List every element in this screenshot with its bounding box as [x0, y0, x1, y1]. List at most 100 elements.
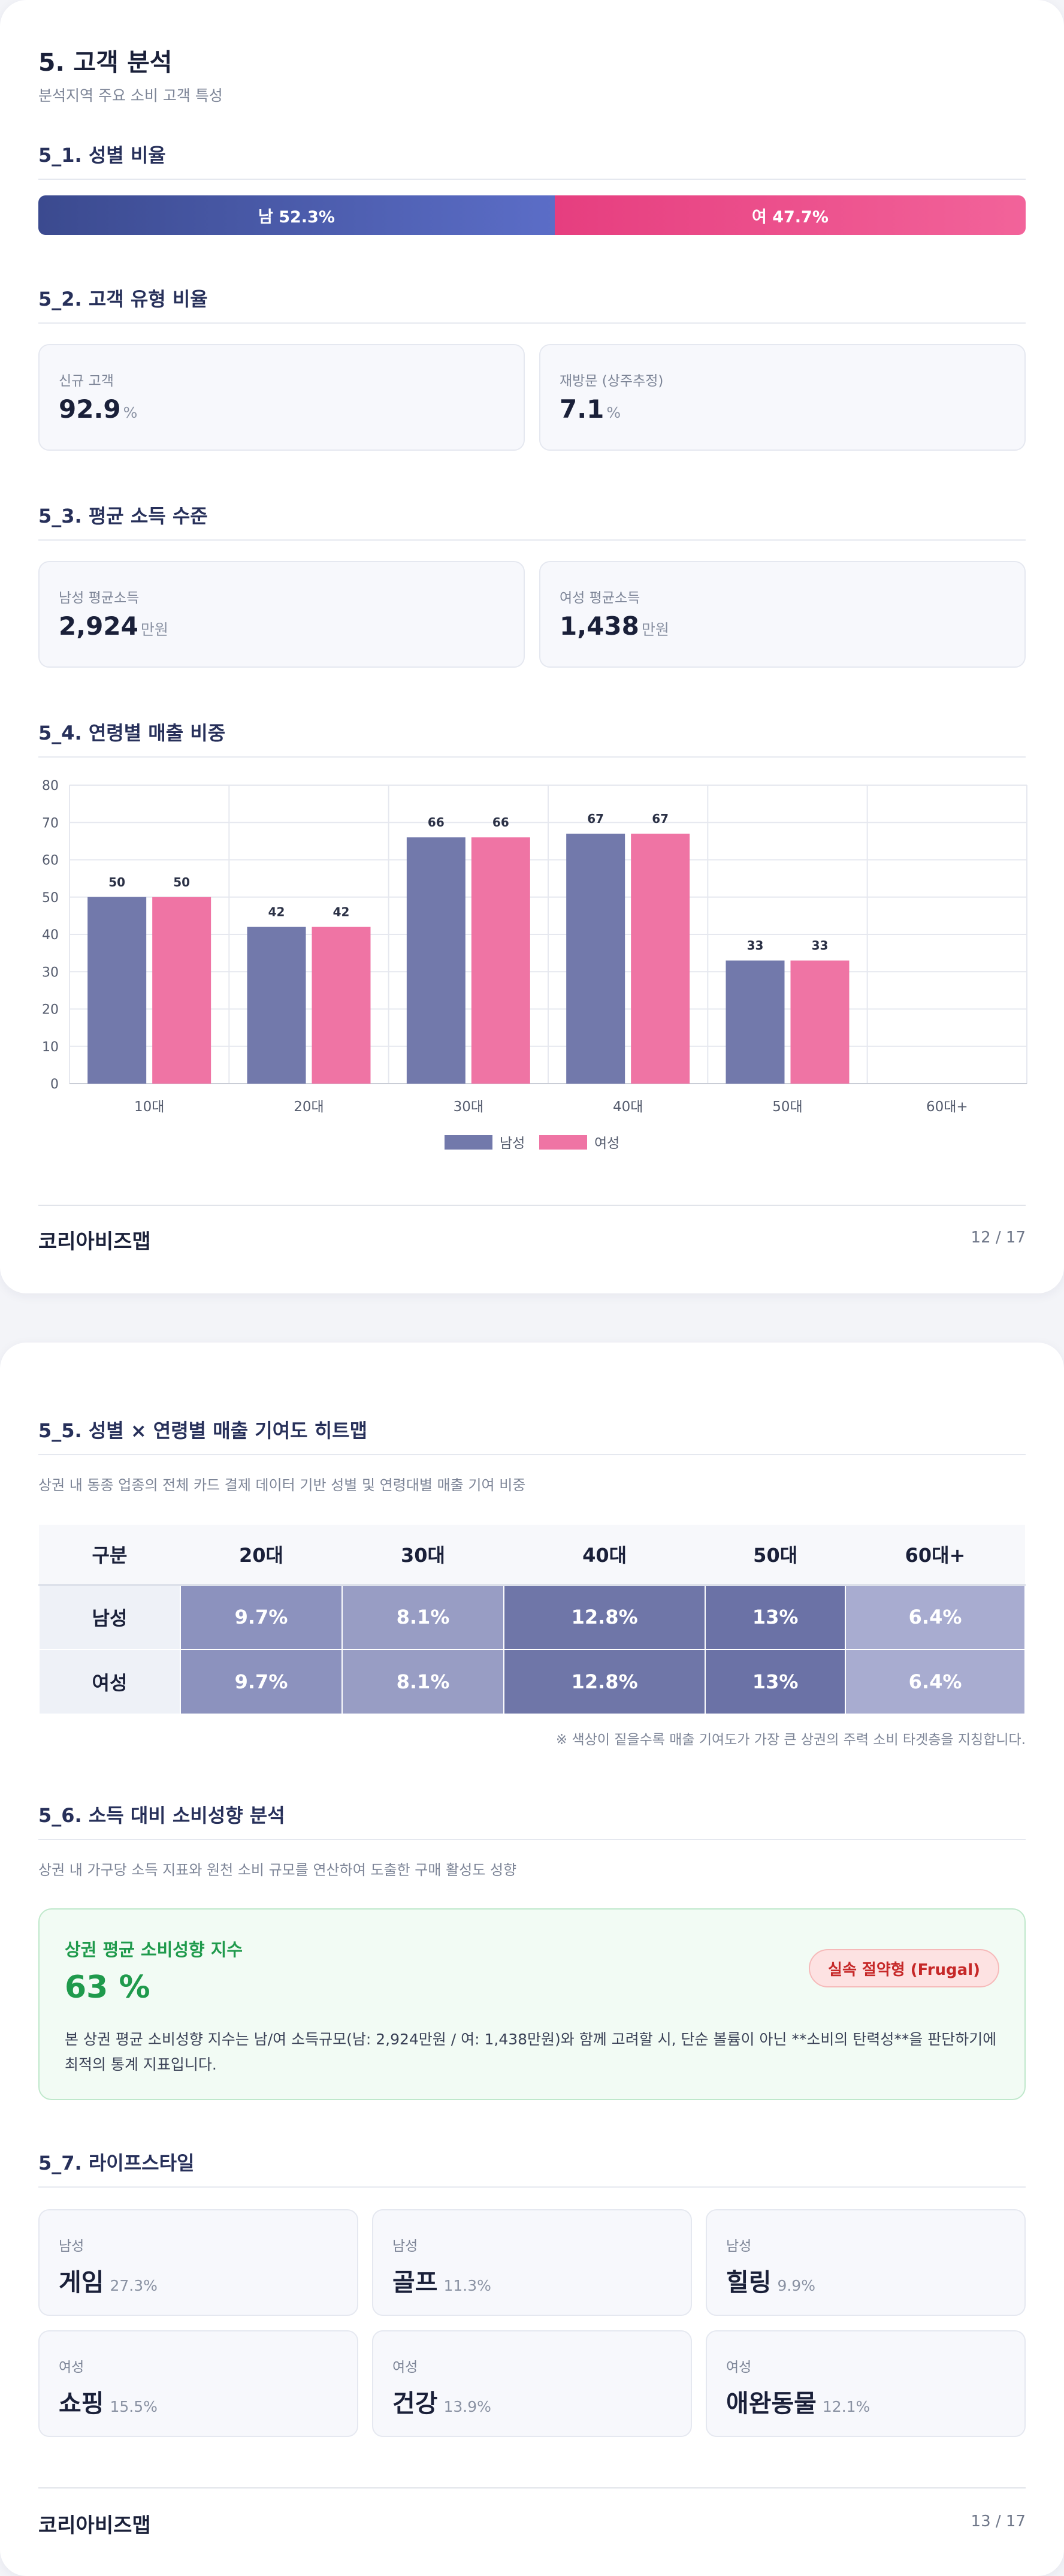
x-tick-label: 20대	[294, 1099, 324, 1115]
heatmap-cell: 12.8%	[503, 1649, 706, 1715]
x-tick-label: 50대	[772, 1099, 802, 1115]
legend-swatch-male	[445, 1135, 492, 1150]
lifestyle-card: 여성 건강 13.9%	[372, 2330, 692, 2437]
lifestyle-name: 쇼핑 15.5%	[59, 2383, 158, 2419]
lifestyle-pct: 13.9%	[443, 2398, 491, 2415]
heatmap-cell: 6.4%	[845, 1649, 1026, 1715]
card-value: 2,924 만원	[59, 611, 168, 641]
age-sales-bar-chart: 0 10 20 30 40 50 60 70 80 10대 50 50 20대 42 42 30대 66 66 40…	[42, 779, 1027, 1151]
lifestyle-card: 남성 게임 27.3%	[38, 2209, 358, 2316]
bar-data-label: 50	[173, 875, 190, 889]
footer-brand: 코리아비즈맵	[38, 1230, 151, 1254]
heatmap-cell: 9.7%	[180, 1584, 343, 1650]
value-number: 92.9	[59, 394, 121, 424]
bar-female	[631, 833, 690, 1084]
y-tick-label: 20	[42, 1003, 59, 1018]
lifestyle-label: 쇼핑	[59, 2389, 104, 2418]
section-subtitle: 분석지역 주요 소비 고객 특성	[38, 87, 223, 104]
x-tick-label: 40대	[613, 1099, 643, 1115]
heatmap-cell: 13%	[705, 1584, 847, 1650]
heatmap-header-row: 구분 20대 30대 40대 50대 60대+	[39, 1525, 1025, 1586]
lifestyle-label: 건강	[392, 2389, 438, 2418]
lifestyle-title: 5_7. 라이프스타일	[38, 2148, 1026, 2188]
card-value: 1,438 만원	[560, 611, 669, 641]
card-label: 신규 고객	[59, 373, 114, 389]
heatmap-row-female: 여성 9.7% 8.1% 12.8% 13% 6.4%	[38, 1649, 1026, 1715]
lifestyle-gender: 남성	[726, 2239, 752, 2254]
y-tick-label: 10	[42, 1040, 59, 1055]
bar-male	[566, 833, 625, 1084]
footer-brand: 코리아비즈맵	[38, 2514, 151, 2538]
lifestyle-card: 남성 힐링 9.9%	[706, 2209, 1026, 2316]
y-tick-label: 30	[42, 965, 59, 980]
lifestyle-gender: 남성	[59, 2239, 84, 2254]
bar-female	[471, 837, 530, 1084]
lifestyle-pct: 11.3%	[443, 2277, 491, 2294]
bar-data-label: 66	[492, 815, 509, 829]
value-number: 2,924	[59, 611, 138, 641]
bar-data-label: 50	[108, 875, 125, 889]
bar-male	[406, 837, 466, 1084]
y-tick-label: 40	[42, 928, 59, 943]
propensity-description: 상권 내 가구당 소득 지표와 원천 소비 규모를 연산하여 도출한 구매 활성…	[38, 1862, 517, 1878]
lifestyle-card: 남성 골프 11.3%	[372, 2209, 692, 2316]
x-tick-label: 60대+	[926, 1099, 968, 1115]
card-label: 남성 평균소득	[59, 590, 140, 606]
propensity-title: 5_6. 소득 대비 소비성향 분석	[38, 1800, 1026, 1840]
report-page-12: 5. 고객 분석 분석지역 주요 소비 고객 특성 5_1. 성별 비율 남 5…	[0, 0, 1064, 1293]
section-title: 5. 고객 분석	[38, 48, 173, 77]
bar-data-label: 66	[428, 815, 445, 829]
bar-female	[790, 960, 850, 1084]
heatmap-note: ※ 색상이 짙을수록 매출 기여도가 가장 큰 상권의 주력 소비 타겟층을 지…	[555, 1732, 1026, 1748]
bar-data-label: 42	[268, 905, 285, 919]
lifestyle-gender: 여성	[726, 2360, 752, 2375]
legend-swatch-female	[539, 1135, 587, 1150]
customer-type-title: 5_2. 고객 유형 비율	[38, 284, 1026, 324]
page-number: 12 / 17	[971, 1229, 1026, 1247]
lifestyle-name: 힐링 9.9%	[726, 2262, 815, 2298]
heatmap-row-male: 남성 9.7% 8.1% 12.8% 13% 6.4%	[38, 1584, 1026, 1650]
lifestyle-gender: 여성	[59, 2360, 84, 2375]
legend-label: 여성	[594, 1136, 619, 1151]
lifestyle-name: 애완동물 12.1%	[726, 2383, 870, 2419]
gender-ratio-bar: 남 52.3% 여 47.7%	[38, 195, 1026, 235]
y-tick-label: 0	[50, 1077, 59, 1092]
heatmap-cell: 6.4%	[845, 1584, 1026, 1650]
heatmap-title: 5_5. 성별 × 연령별 매출 기여도 히트맵	[38, 1416, 1026, 1455]
page-number: 13 / 17	[971, 2512, 1026, 2530]
male-income-card: 남성 평균소득 2,924 만원	[38, 561, 525, 668]
value-unit: 만원	[140, 621, 168, 638]
heatmap-corner: 구분	[39, 1525, 180, 1586]
bar-data-label: 42	[333, 905, 350, 919]
bar-female	[312, 927, 371, 1084]
revisit-customer-card: 재방문 (상주추정) 7.1%	[539, 344, 1026, 451]
new-customer-card: 신규 고객 92.9%	[38, 344, 525, 451]
footer-divider	[38, 2487, 1026, 2488]
age-sales-title: 5_4. 연령별 매출 비중	[38, 718, 1026, 758]
lifestyle-gender: 여성	[392, 2360, 418, 2375]
heatmap-cell: 13%	[705, 1649, 847, 1715]
bar-female	[152, 897, 211, 1084]
bar-data-label: 67	[652, 812, 669, 826]
male-ratio-segment: 남 52.3%	[38, 195, 555, 235]
lifestyle-pct: 9.9%	[777, 2277, 815, 2294]
value-number: 7.1	[560, 394, 604, 424]
propensity-explanation: 본 상권 평균 소비성향 지수는 남/여 소득규모(남: 2,924만원 / 여…	[65, 2031, 997, 2073]
gender-age-heatmap: 구분 20대 30대 40대 50대 60대+ 남성 9.7% 8.1% 12.…	[38, 1525, 1026, 1715]
lifestyle-pct: 15.5%	[110, 2398, 158, 2415]
heatmap-description: 상권 내 동종 업종의 전체 카드 결제 데이터 기반 성별 및 연령대별 매출…	[38, 1477, 526, 1494]
value-unit: %	[123, 404, 138, 421]
heatmap-col-header: 60대+	[845, 1525, 1025, 1586]
lifestyle-card: 여성 애완동물 12.1%	[706, 2330, 1026, 2437]
bar-data-label: 67	[587, 812, 604, 826]
lifestyle-pct: 27.3%	[110, 2277, 158, 2294]
card-value: 7.1%	[560, 394, 621, 424]
heatmap-col-header: 30대	[342, 1525, 504, 1586]
heatmap-cell: 9.7%	[180, 1649, 343, 1715]
heatmap-col-header: 50대	[705, 1525, 846, 1586]
heatmap-cell: 12.8%	[503, 1584, 706, 1650]
propensity-value: 63 %	[65, 1969, 150, 2005]
income-title: 5_3. 평균 소득 수준	[38, 501, 1026, 541]
card-label: 여성 평균소득	[560, 590, 640, 606]
lifestyle-name: 게임 27.3%	[59, 2262, 158, 2298]
